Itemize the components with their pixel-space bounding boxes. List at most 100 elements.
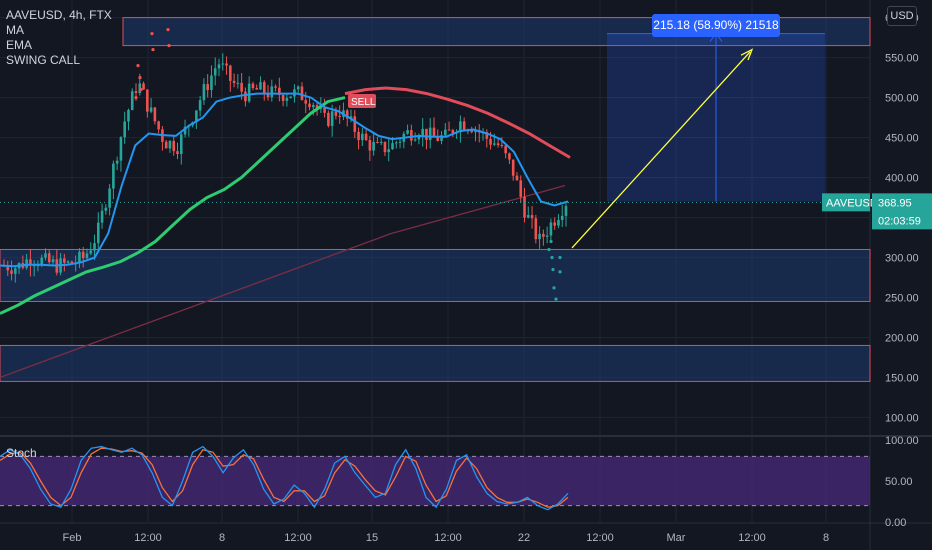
- candle-body: [383, 141, 387, 153]
- projection-arrowhead: [740, 48, 754, 61]
- candle-body: [308, 103, 311, 108]
- candle-body: [10, 270, 13, 274]
- candle-body: [545, 235, 549, 237]
- swing-dot-teal: [547, 247, 551, 252]
- candle-body: [6, 265, 10, 271]
- candle-body: [127, 110, 130, 122]
- candle-body: [123, 121, 126, 138]
- candle-body: [202, 84, 206, 101]
- candle-body: [300, 86, 304, 101]
- candle-body: [515, 175, 519, 181]
- candle-body: [323, 107, 326, 113]
- last-price-text: 368.95: [878, 197, 912, 209]
- time-axis-label: 12:00: [586, 532, 614, 544]
- swing-dot-red: [134, 95, 138, 100]
- candle-body: [387, 149, 391, 153]
- stoch-axis-label: 0.00: [885, 517, 906, 529]
- bar-countdown-text: 02:03:59: [878, 215, 921, 227]
- candle-body: [398, 141, 402, 143]
- candle-body: [93, 243, 96, 251]
- candle-body: [96, 222, 100, 244]
- candle-body: [168, 140, 172, 149]
- candle-body: [153, 107, 157, 122]
- candle-body: [266, 93, 270, 98]
- price-axis-label: 400.00: [885, 173, 919, 185]
- candle-body: [530, 215, 534, 219]
- price-axis-label: 500.00: [885, 93, 919, 105]
- candle-body: [278, 87, 281, 96]
- swing-dot-red: [139, 87, 143, 92]
- swing-dot-red: [167, 43, 171, 48]
- symbol-line[interactable]: AAVEUSD, 4h, FTX: [6, 8, 112, 22]
- ma-slow-line: [344, 86, 571, 159]
- candle-body: [304, 100, 308, 104]
- candle-body: [232, 80, 236, 83]
- candle-body: [206, 84, 209, 91]
- stoch-k-line: [0, 445, 569, 511]
- candle-body: [130, 91, 134, 111]
- candle-body: [25, 259, 28, 268]
- stoch-legend-label[interactable]: Stoch: [6, 446, 37, 460]
- time-axis-label: 22: [518, 532, 530, 544]
- price-axis-label: 200.00: [885, 332, 919, 344]
- time-axis-label: Feb: [63, 532, 82, 544]
- candle-body: [376, 142, 379, 144]
- swing-dot-red: [136, 63, 140, 68]
- legend-item-ma[interactable]: MA: [6, 23, 24, 37]
- swing-dot-red: [138, 75, 142, 80]
- swing-dot-red: [150, 31, 154, 36]
- candle-body: [142, 83, 145, 90]
- candle-body: [557, 219, 560, 226]
- candle-body: [40, 257, 44, 266]
- candle-body: [285, 97, 289, 101]
- candle-body: [195, 110, 198, 123]
- candle-body: [138, 83, 142, 94]
- candle-body: [391, 143, 394, 150]
- candle-body: [538, 233, 541, 240]
- time-axis-label: 12:00: [284, 532, 312, 544]
- candle-body: [315, 105, 319, 109]
- candle-body: [425, 128, 428, 140]
- candle-body: [534, 218, 538, 240]
- candle-body: [85, 253, 89, 259]
- ma-fast-line: [0, 96, 346, 315]
- stoch-d-line: [0, 447, 569, 508]
- candle-body: [63, 258, 66, 263]
- chart-legend: AAVEUSD, 4h, FTX MA EMA SWING CALL: [6, 8, 112, 68]
- zone-rectangle: [0, 344, 871, 382]
- candle-body: [511, 159, 515, 176]
- candle-body: [372, 142, 375, 151]
- price-axis-label: 150.00: [885, 372, 919, 384]
- candle-body: [244, 91, 247, 102]
- swing-dot-teal: [551, 267, 555, 272]
- price-tag-box: [872, 193, 932, 230]
- sell-marker: [348, 94, 376, 108]
- candle-body: [255, 88, 259, 90]
- candle-body: [108, 188, 111, 208]
- candle-body: [436, 136, 440, 141]
- candle-body: [289, 96, 292, 98]
- time-axis-label: 12:00: [134, 532, 162, 544]
- candle-body: [440, 135, 443, 141]
- candle-body: [270, 86, 274, 98]
- candle-body: [81, 251, 85, 259]
- candle-body: [51, 259, 55, 263]
- candle-body: [500, 145, 504, 147]
- candle-body: [112, 163, 115, 189]
- price-axis-label: 100.00: [885, 412, 919, 424]
- legend-item-ema[interactable]: EMA: [6, 38, 33, 52]
- candle-body: [134, 91, 138, 94]
- candle-body: [217, 64, 221, 69]
- time-axis-label: Mar: [667, 532, 686, 544]
- symbol-tag-text: AAVEUSD: [826, 197, 878, 209]
- swing-dot-teal: [558, 255, 562, 260]
- stoch-axis-label: 100.00: [885, 435, 919, 447]
- candle-body: [417, 136, 421, 140]
- swing-dot-teal: [550, 255, 554, 260]
- candle-body: [519, 180, 523, 197]
- candle-body: [564, 205, 568, 216]
- candle-body: [47, 253, 51, 263]
- legend-item-swing-call[interactable]: SWING CALL: [6, 53, 81, 67]
- currency-button[interactable]: USD: [887, 6, 917, 26]
